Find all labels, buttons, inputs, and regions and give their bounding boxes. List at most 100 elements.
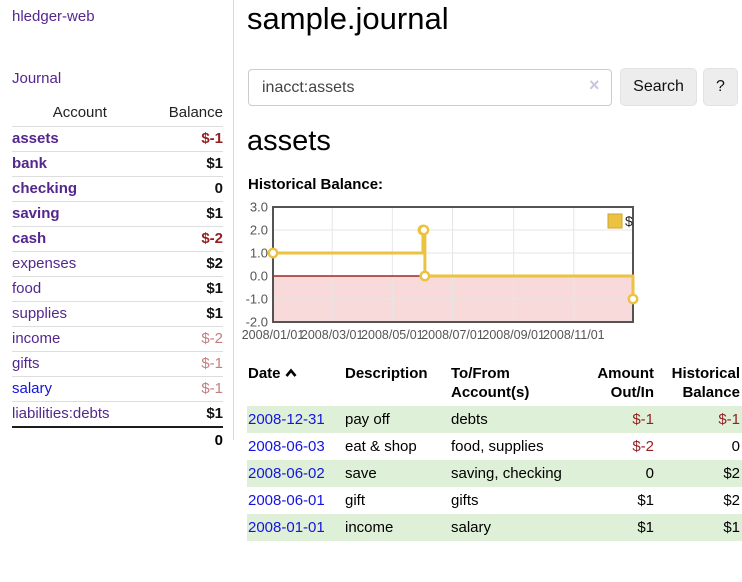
- transaction-description: gift: [345, 492, 366, 509]
- x-tick-label: 2008/11/01: [543, 328, 605, 342]
- account-link[interactable]: salary: [12, 380, 53, 397]
- account-balance: $-1: [147, 376, 223, 402]
- transaction-date-link[interactable]: 2008-01-01: [248, 519, 325, 536]
- sidebar-item-journal[interactable]: Journal: [12, 70, 62, 87]
- data-point-marker: [418, 224, 430, 236]
- account-balance: 0: [147, 176, 223, 202]
- register-row: 2008-01-01 income salary $1 $1: [247, 514, 742, 541]
- account-link[interactable]: liabilities:debts: [12, 405, 110, 422]
- account-row: cash $-2: [12, 226, 223, 252]
- transaction-date-link[interactable]: 2008-12-31: [248, 411, 325, 428]
- transaction-amount: 0: [645, 465, 654, 482]
- account-link[interactable]: saving: [12, 205, 60, 222]
- transaction-accounts: saving, checking: [451, 465, 562, 482]
- y-tick-label: -2.0: [246, 315, 268, 330]
- data-point-marker: [627, 293, 639, 305]
- account-link[interactable]: income: [12, 330, 61, 347]
- x-tick-label: 2008/09/01: [482, 328, 545, 342]
- transaction-accounts: gifts: [451, 492, 479, 509]
- account-row: income $-2: [12, 326, 223, 352]
- y-tick-label: 3.0: [250, 200, 268, 215]
- account-row: supplies $1: [12, 301, 223, 327]
- transaction-amount: $1: [637, 492, 654, 509]
- sidebar-divider: [233, 0, 234, 440]
- accounts-total-row: 0: [12, 426, 223, 454]
- historical-balance-chart: $3.0 2.0 1.0 0.0 -1.0 -2.02008/01/012008/03/0…: [242, 200, 639, 342]
- account-row: expenses $2: [12, 251, 223, 277]
- transaction-balance: $2: [723, 492, 740, 509]
- register-table: Date Description To/From Account(s) Amou…: [247, 362, 742, 541]
- account-balance: $1: [147, 401, 223, 428]
- legend-label: $: [625, 213, 633, 229]
- account-row: salary $-1: [12, 376, 223, 402]
- account-row: liabilities:debts $1: [12, 401, 223, 428]
- account-balance: $1: [147, 301, 223, 327]
- transaction-balance: 0: [731, 438, 740, 455]
- register-header-description: Description: [345, 365, 428, 382]
- transaction-accounts: food, supplies: [451, 438, 544, 455]
- clear-search-icon[interactable]: ×: [589, 75, 600, 95]
- account-balance: $-1: [147, 126, 223, 152]
- account-row: food $1: [12, 276, 223, 302]
- register-row: 2008-06-03 eat & shop food, supplies $-2 0: [247, 433, 742, 460]
- transaction-description: save: [345, 465, 377, 482]
- register-row: 2008-12-31 pay off debts $-1 $-1: [247, 406, 742, 433]
- data-point-marker: [267, 247, 279, 259]
- account-balance: $-2: [147, 226, 223, 252]
- register-header-date[interactable]: Date: [247, 362, 344, 406]
- account-link[interactable]: checking: [12, 180, 78, 197]
- register-row: 2008-06-01 gift gifts $1 $2: [247, 487, 742, 514]
- y-tick-label: -1.0: [246, 292, 268, 307]
- accounts-header-account: Account: [12, 101, 148, 127]
- page-title: sample.journal: [247, 1, 449, 36]
- transaction-accounts: salary: [451, 519, 492, 536]
- account-link[interactable]: bank: [12, 155, 48, 172]
- x-tick-label: 2008/05/01: [361, 328, 424, 342]
- register-header-amount: Amount Out/In: [597, 365, 654, 401]
- x-tick-label: 2008/03/01: [301, 328, 364, 342]
- transaction-amount: $1: [637, 519, 654, 536]
- account-row: bank $1: [12, 151, 223, 177]
- search-input[interactable]: [248, 69, 612, 106]
- help-button[interactable]: ?: [703, 68, 738, 106]
- account-balance: $-1: [147, 351, 223, 377]
- data-point-marker: [419, 270, 431, 282]
- y-tick-label: 1.0: [250, 246, 268, 261]
- account-link[interactable]: gifts: [12, 355, 40, 372]
- account-row: saving $1: [12, 201, 223, 227]
- accounts-header-balance: Balance: [147, 101, 223, 127]
- transaction-balance: $1: [723, 519, 740, 536]
- transaction-date-link[interactable]: 2008-06-01: [248, 492, 325, 509]
- account-link[interactable]: cash: [12, 230, 47, 247]
- account-link[interactable]: food: [12, 280, 42, 297]
- y-tick-label: 2.0: [250, 223, 268, 238]
- transaction-description: pay off: [345, 411, 390, 428]
- account-heading: assets: [247, 125, 331, 157]
- account-row: checking 0: [12, 176, 223, 202]
- account-balance: $1: [147, 151, 223, 177]
- account-balance: $-2: [147, 326, 223, 352]
- transaction-description: eat & shop: [345, 438, 417, 455]
- transaction-amount: $-2: [632, 438, 654, 455]
- account-link[interactable]: assets: [12, 130, 59, 147]
- account-link[interactable]: expenses: [12, 255, 77, 272]
- register-header-balance: Historical Balance: [671, 365, 740, 401]
- transaction-date-link[interactable]: 2008-06-02: [248, 465, 325, 482]
- sort-asc-icon: [285, 364, 297, 383]
- app-brand-link[interactable]: hledger-web: [12, 8, 95, 25]
- register-row: 2008-06-02 save saving, checking 0 $2: [247, 460, 742, 487]
- accounts-table: Account Balance assets $-1 bank $1 checking 0…: [12, 101, 223, 454]
- account-row: assets $-1: [12, 126, 223, 152]
- y-tick-label: 0.0: [250, 269, 268, 284]
- transaction-balance: $-1: [718, 411, 740, 428]
- transaction-description: income: [345, 519, 394, 536]
- plot-border: [272, 206, 634, 323]
- account-link[interactable]: supplies: [12, 305, 68, 322]
- transaction-balance: $2: [723, 465, 740, 482]
- search-button[interactable]: Search: [620, 68, 697, 106]
- account-balance: $1: [147, 276, 223, 302]
- register-header-accounts: To/From Account(s): [451, 365, 530, 401]
- transaction-date-link[interactable]: 2008-06-03: [248, 438, 325, 455]
- x-tick-label: 2008/07/01: [421, 328, 484, 342]
